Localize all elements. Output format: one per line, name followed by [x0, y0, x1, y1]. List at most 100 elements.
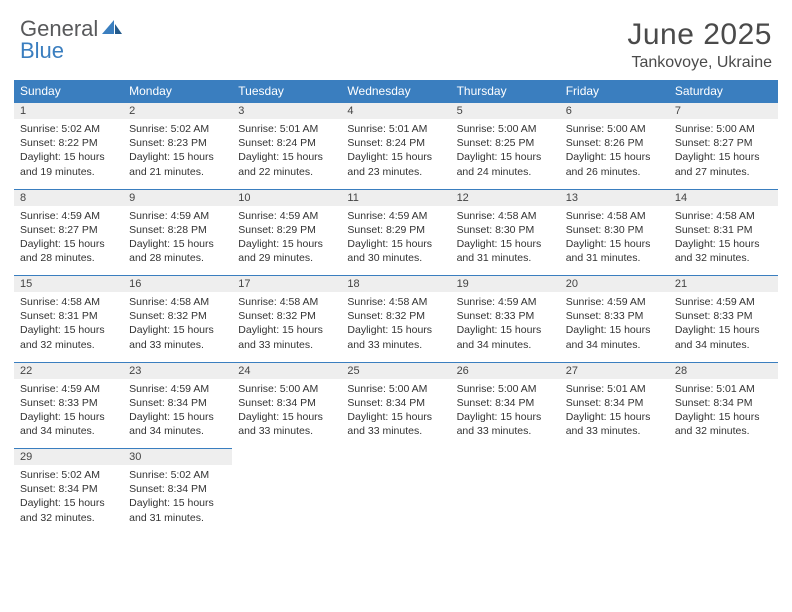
sunrise-line: Sunrise: 4:58 AM — [20, 295, 117, 309]
logo-word-blue: Blue — [20, 38, 64, 63]
day-content-cell: Sunrise: 5:00 AMSunset: 8:25 PMDaylight:… — [451, 119, 560, 189]
daylight-line: Daylight: 15 hours and 33 minutes. — [129, 323, 226, 351]
sunset-line: Sunset: 8:31 PM — [20, 309, 117, 323]
day-number-cell: 7 — [669, 103, 778, 120]
day-number-cell: 12 — [451, 189, 560, 206]
sunrise-line: Sunrise: 4:58 AM — [238, 295, 335, 309]
daylight-line: Daylight: 15 hours and 21 minutes. — [129, 150, 226, 178]
day-number-cell: 11 — [341, 189, 450, 206]
calendar-table: SundayMondayTuesdayWednesdayThursdayFrid… — [14, 80, 778, 535]
weekday-header-row: SundayMondayTuesdayWednesdayThursdayFrid… — [14, 80, 778, 103]
daylight-line: Daylight: 15 hours and 28 minutes. — [129, 237, 226, 265]
day-number-cell: 19 — [451, 276, 560, 293]
sunset-line: Sunset: 8:31 PM — [675, 223, 772, 237]
day-content-cell: Sunrise: 5:01 AMSunset: 8:24 PMDaylight:… — [232, 119, 341, 189]
sunrise-line: Sunrise: 4:58 AM — [457, 209, 554, 223]
logo: General Blue — [14, 18, 124, 62]
day-number-cell: 20 — [560, 276, 669, 293]
day-number-cell: 14 — [669, 189, 778, 206]
day-content-cell: Sunrise: 5:00 AMSunset: 8:34 PMDaylight:… — [232, 379, 341, 449]
day-number-cell: 10 — [232, 189, 341, 206]
sunset-line: Sunset: 8:34 PM — [457, 396, 554, 410]
day-content-cell: Sunrise: 5:00 AMSunset: 8:34 PMDaylight:… — [451, 379, 560, 449]
sunset-line: Sunset: 8:24 PM — [238, 136, 335, 150]
day-content-cell: Sunrise: 5:01 AMSunset: 8:34 PMDaylight:… — [560, 379, 669, 449]
day-content-cell: Sunrise: 4:58 AMSunset: 8:32 PMDaylight:… — [232, 292, 341, 362]
daylight-line: Daylight: 15 hours and 27 minutes. — [675, 150, 772, 178]
weekday-header: Saturday — [669, 80, 778, 103]
daylight-line: Daylight: 15 hours and 29 minutes. — [238, 237, 335, 265]
weekday-header: Tuesday — [232, 80, 341, 103]
day-content-cell: Sunrise: 4:58 AMSunset: 8:32 PMDaylight:… — [123, 292, 232, 362]
daylight-line: Daylight: 15 hours and 26 minutes. — [566, 150, 663, 178]
sunrise-line: Sunrise: 4:59 AM — [675, 295, 772, 309]
day-number-cell: 21 — [669, 276, 778, 293]
daylight-line: Daylight: 15 hours and 33 minutes. — [347, 323, 444, 351]
sunset-line: Sunset: 8:33 PM — [20, 396, 117, 410]
day-number-cell: 29 — [14, 449, 123, 466]
day-content-cell: Sunrise: 4:59 AMSunset: 8:33 PMDaylight:… — [669, 292, 778, 362]
weekday-header: Sunday — [14, 80, 123, 103]
sunrise-line: Sunrise: 5:00 AM — [566, 122, 663, 136]
day-content-cell: Sunrise: 4:59 AMSunset: 8:29 PMDaylight:… — [341, 206, 450, 276]
sunset-line: Sunset: 8:32 PM — [129, 309, 226, 323]
day-content-cell: Sunrise: 4:59 AMSunset: 8:33 PMDaylight:… — [560, 292, 669, 362]
sunrise-line: Sunrise: 5:00 AM — [675, 122, 772, 136]
sunrise-line: Sunrise: 4:59 AM — [457, 295, 554, 309]
content-row: Sunrise: 4:59 AMSunset: 8:33 PMDaylight:… — [14, 379, 778, 449]
daylight-line: Daylight: 15 hours and 30 minutes. — [347, 237, 444, 265]
sunrise-line: Sunrise: 4:59 AM — [129, 382, 226, 396]
sunset-line: Sunset: 8:33 PM — [457, 309, 554, 323]
day-content-cell — [669, 465, 778, 535]
day-content-cell: Sunrise: 4:58 AMSunset: 8:31 PMDaylight:… — [14, 292, 123, 362]
content-row: Sunrise: 4:59 AMSunset: 8:27 PMDaylight:… — [14, 206, 778, 276]
daylight-line: Daylight: 15 hours and 33 minutes. — [457, 410, 554, 438]
sunset-line: Sunset: 8:22 PM — [20, 136, 117, 150]
day-content-cell: Sunrise: 4:59 AMSunset: 8:29 PMDaylight:… — [232, 206, 341, 276]
sunset-line: Sunset: 8:34 PM — [129, 396, 226, 410]
sunset-line: Sunset: 8:32 PM — [238, 309, 335, 323]
daynum-row: 22232425262728 — [14, 362, 778, 379]
sunset-line: Sunset: 8:28 PM — [129, 223, 226, 237]
weekday-header: Wednesday — [341, 80, 450, 103]
day-number-cell — [341, 449, 450, 466]
sunrise-line: Sunrise: 4:58 AM — [675, 209, 772, 223]
daynum-row: 891011121314 — [14, 189, 778, 206]
weekday-header: Thursday — [451, 80, 560, 103]
weekday-header: Friday — [560, 80, 669, 103]
day-content-cell: Sunrise: 4:58 AMSunset: 8:30 PMDaylight:… — [451, 206, 560, 276]
day-number-cell: 15 — [14, 276, 123, 293]
day-number-cell: 17 — [232, 276, 341, 293]
sunset-line: Sunset: 8:34 PM — [675, 396, 772, 410]
day-number-cell: 3 — [232, 103, 341, 120]
sunset-line: Sunset: 8:30 PM — [566, 223, 663, 237]
sunrise-line: Sunrise: 4:59 AM — [129, 209, 226, 223]
title-block: June 2025 Tankovoye, Ukraine — [627, 18, 778, 72]
content-row: Sunrise: 4:58 AMSunset: 8:31 PMDaylight:… — [14, 292, 778, 362]
day-content-cell: Sunrise: 4:59 AMSunset: 8:28 PMDaylight:… — [123, 206, 232, 276]
sunrise-line: Sunrise: 5:01 AM — [238, 122, 335, 136]
daylight-line: Daylight: 15 hours and 33 minutes. — [566, 410, 663, 438]
daylight-line: Daylight: 15 hours and 33 minutes. — [347, 410, 444, 438]
day-number-cell: 6 — [560, 103, 669, 120]
daylight-line: Daylight: 15 hours and 28 minutes. — [20, 237, 117, 265]
daylight-line: Daylight: 15 hours and 32 minutes. — [675, 237, 772, 265]
sunset-line: Sunset: 8:34 PM — [238, 396, 335, 410]
logo-sail-icon — [100, 18, 124, 36]
sunrise-line: Sunrise: 4:59 AM — [238, 209, 335, 223]
day-content-cell: Sunrise: 4:59 AMSunset: 8:33 PMDaylight:… — [451, 292, 560, 362]
day-content-cell: Sunrise: 5:00 AMSunset: 8:26 PMDaylight:… — [560, 119, 669, 189]
daylight-line: Daylight: 15 hours and 32 minutes. — [20, 323, 117, 351]
day-number-cell: 25 — [341, 362, 450, 379]
daylight-line: Daylight: 15 hours and 34 minutes. — [20, 410, 117, 438]
daylight-line: Daylight: 15 hours and 34 minutes. — [457, 323, 554, 351]
day-number-cell: 26 — [451, 362, 560, 379]
day-number-cell: 22 — [14, 362, 123, 379]
sunrise-line: Sunrise: 4:59 AM — [20, 209, 117, 223]
daylight-line: Daylight: 15 hours and 24 minutes. — [457, 150, 554, 178]
day-content-cell: Sunrise: 4:59 AMSunset: 8:34 PMDaylight:… — [123, 379, 232, 449]
sunset-line: Sunset: 8:34 PM — [347, 396, 444, 410]
daylight-line: Daylight: 15 hours and 34 minutes. — [566, 323, 663, 351]
sunrise-line: Sunrise: 5:00 AM — [347, 382, 444, 396]
sunset-line: Sunset: 8:34 PM — [20, 482, 117, 496]
